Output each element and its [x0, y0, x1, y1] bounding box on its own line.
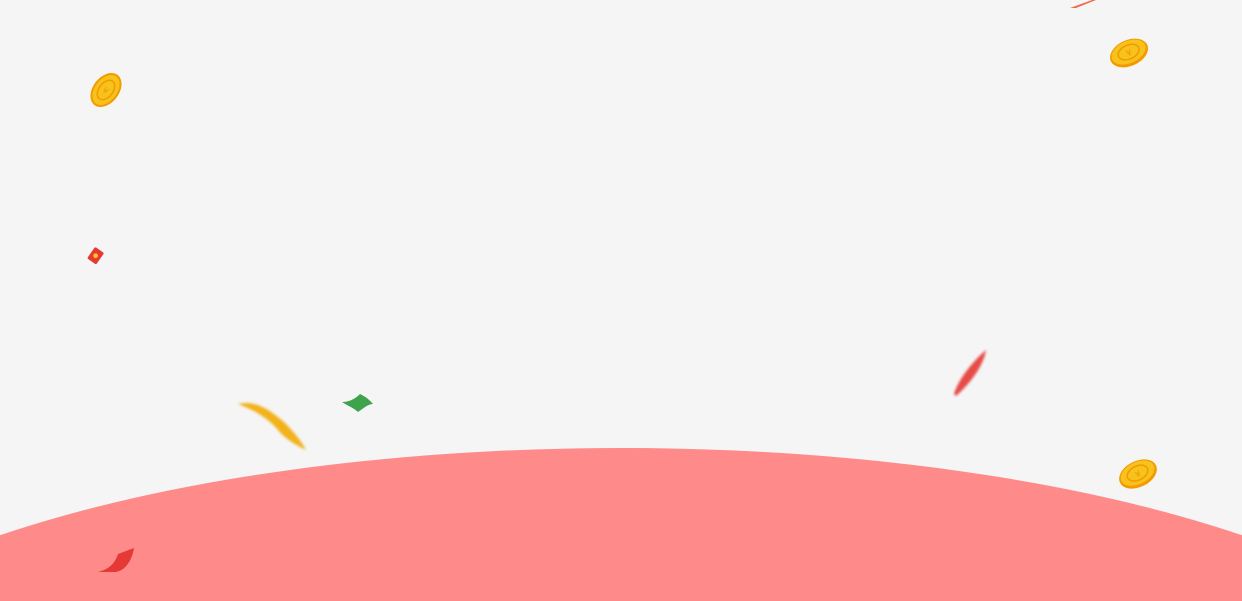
pink-arc-background	[0, 448, 1242, 601]
gold-streamer-confetti	[238, 402, 306, 450]
gold-coin-icon: ¥	[1109, 38, 1149, 68]
gold-coin-icon: ¥	[90, 73, 122, 107]
gold-coin-icon: ¥	[1119, 459, 1157, 489]
svg-text:¥: ¥	[1134, 469, 1144, 481]
svg-text:¥: ¥	[1125, 48, 1135, 60]
green-confetti-piece	[342, 394, 373, 412]
svg-text:¥: ¥	[99, 86, 110, 98]
red-confetti-piece	[954, 350, 986, 396]
red-envelope-icon	[87, 247, 104, 265]
red-confetti-piece	[98, 548, 134, 572]
red-confetti-piece	[1070, 0, 1096, 8]
